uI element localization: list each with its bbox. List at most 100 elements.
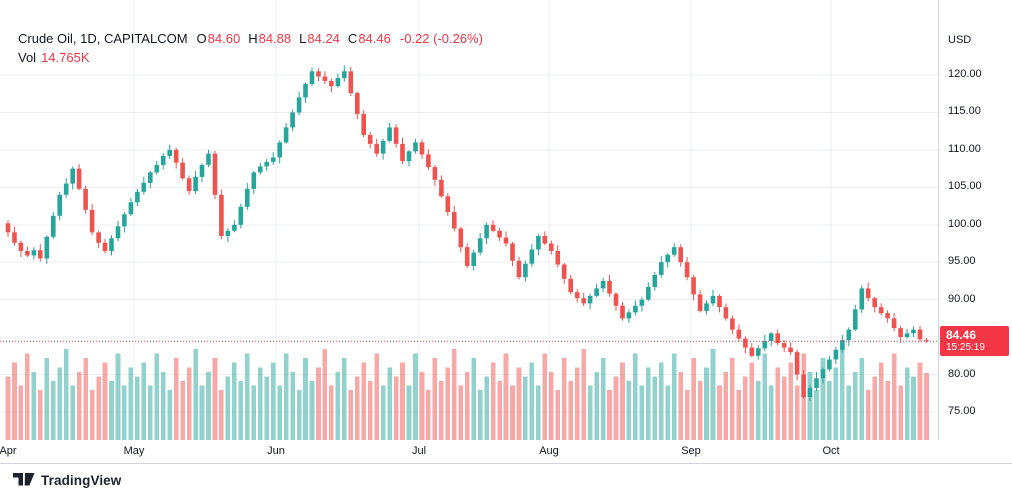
candle-body [762,340,768,349]
volume-bar [730,358,735,440]
candle-body [581,298,586,304]
volume-bar [367,380,373,440]
candle-body [497,230,502,238]
price-tick-label: 80.00 [948,367,976,380]
chart-pane[interactable]: Crude Oil, 1D, CAPITALCOM O 84.60 H 84.88 L 8… [0,0,938,440]
candle-body [12,232,17,243]
candle-body [781,343,787,348]
candle [309,67,315,87]
candle-body [464,247,470,266]
volume-bar [652,376,658,440]
candle [316,68,321,81]
candle-body [335,78,341,87]
volume-bar [167,390,172,440]
volume-bar [865,390,871,440]
v-gridlines [133,0,832,440]
volume-bar [924,372,929,440]
candle [633,300,638,316]
volume-bar [898,385,903,440]
candle [89,203,95,236]
volume-bar [574,367,580,440]
volume-bar [917,362,923,440]
candle-body [70,168,75,184]
volume-bar [193,349,198,440]
candle [380,138,386,160]
candle-body [232,224,237,231]
volume-bar [542,353,548,440]
candle-body [277,142,282,158]
volume-bar [296,390,302,440]
candle-body [387,127,392,141]
candle [277,140,282,164]
candle-body [555,251,561,265]
candle [238,203,244,229]
volume-bar [245,353,250,440]
candle [154,161,160,175]
candle [426,149,431,171]
candle [322,71,328,84]
candle [717,294,722,313]
volume-value: 14.765K [41,50,90,65]
candle-body [704,303,709,311]
volume-bar [633,353,638,440]
time-tick-label: Jun [267,445,285,457]
symbol-title[interactable]: Crude Oil, 1D, CAPITALCOM [18,31,188,46]
candle-body [18,242,24,251]
volume-bar [671,353,677,440]
candle-body [917,329,923,340]
candle-body [432,167,438,180]
candle [96,230,101,248]
candle-body [626,312,632,319]
candle [419,139,425,159]
candle-body [646,286,651,300]
candle-body [76,168,82,189]
candle [659,256,664,278]
candle-body [199,164,205,177]
tradingview-logo[interactable]: TradingView [13,472,121,488]
ohlc-letter: O [196,31,207,46]
volume-bar [749,362,755,440]
candlestick-chart[interactable] [0,0,938,440]
candle [710,289,716,307]
ohlc-value: 84.60 [207,31,241,46]
candle-body [574,292,580,299]
volume-bar [12,362,17,440]
volume-bar [445,367,451,440]
price-change: -0.22 (-0.26%) [399,31,483,46]
candle-body [859,288,865,310]
candle [807,385,813,401]
volume-bar [859,358,865,440]
time-tick-label: Oct [822,445,840,457]
volume-bar [665,385,670,440]
volume-bar [5,376,11,440]
last-price-label: 84.46 15:25:19 [940,326,1009,357]
volume-bar [154,353,160,440]
time-tick-label: Sep [681,445,701,457]
volume-bar [83,358,88,440]
time-axis[interactable]: Apr May Jun Jul Aug Sep Oct [0,440,1012,464]
candle [853,304,858,332]
candle-body [503,237,509,244]
candle [665,253,670,268]
candle [865,282,871,302]
candle-body [219,194,224,236]
candle-body [542,236,548,244]
volume-bar [173,358,179,440]
candle [12,227,17,246]
candle-body [561,264,567,279]
candle [38,244,43,262]
price-axis[interactable]: USD 84.46 15:25:19 120.00 115.00 110.00 105… [938,0,1012,464]
bar-countdown: 15:25:19 [946,342,985,354]
candle-body [827,359,832,370]
candle [626,309,632,323]
candle-body [148,172,153,183]
candle-body [342,71,347,78]
volume-bar [697,380,703,440]
candle-body [374,143,379,154]
candle-body [911,329,916,334]
volume-bar [891,353,897,440]
volume-bar [309,380,315,440]
candle-body [710,295,716,304]
volume-bar [387,367,392,440]
candle-body [885,313,890,319]
